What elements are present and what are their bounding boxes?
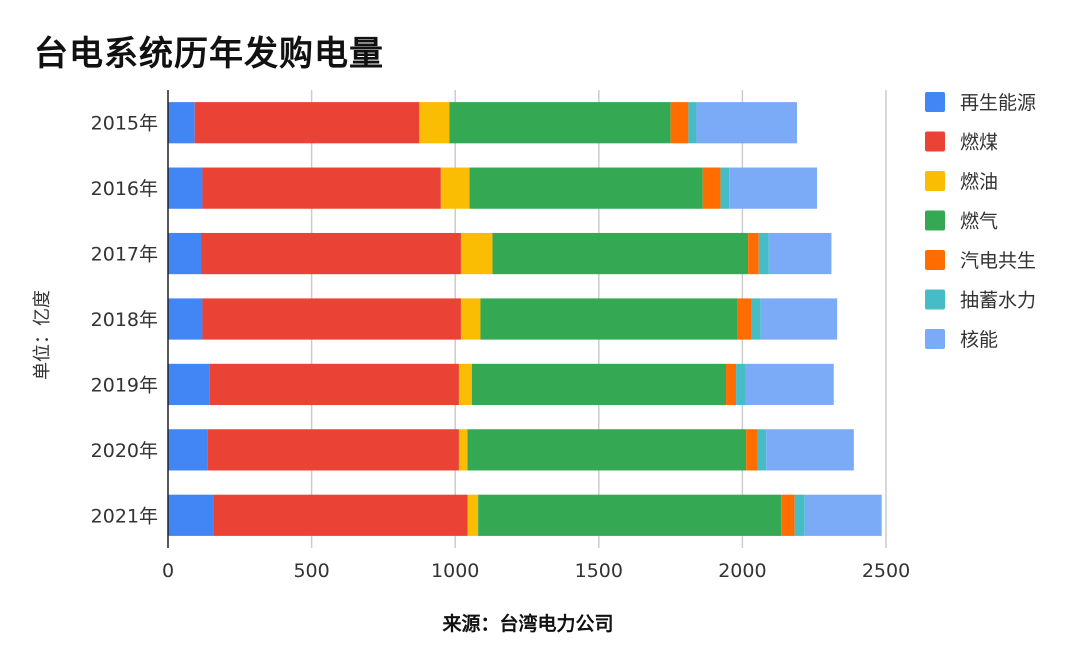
bar-segment bbox=[168, 232, 202, 275]
legend-label: 汽电共生 bbox=[960, 250, 1036, 272]
bar-segment bbox=[757, 429, 767, 471]
bar-segment bbox=[202, 167, 441, 209]
legend-item: 核能 bbox=[925, 329, 998, 351]
bar-segment bbox=[458, 429, 468, 471]
bar-segment bbox=[168, 167, 203, 209]
bar-stacks bbox=[168, 102, 882, 536]
y-tick-label: 2016年 bbox=[91, 178, 158, 200]
bar-segment bbox=[168, 429, 208, 471]
bar-segment bbox=[696, 102, 797, 144]
bar-segment bbox=[467, 494, 479, 536]
legend-item: 燃煤 bbox=[925, 131, 998, 154]
x-tick-labels: 0 500 1000 1500 2000 2500 bbox=[162, 560, 910, 582]
bar-segment bbox=[209, 363, 459, 406]
x-tick-label: 0 bbox=[162, 560, 174, 582]
bar-segment bbox=[758, 232, 769, 275]
bar-segment bbox=[213, 494, 468, 536]
bar-segment bbox=[168, 102, 195, 144]
bar-segment bbox=[207, 429, 459, 471]
bar-segment bbox=[480, 298, 738, 340]
legend-swatch bbox=[925, 210, 945, 231]
legend-item: 燃气 bbox=[925, 210, 998, 233]
bar-segment bbox=[751, 298, 761, 340]
bar-segment bbox=[467, 429, 747, 471]
legend-label: 燃油 bbox=[960, 171, 998, 193]
bar-segment bbox=[168, 298, 203, 340]
x-tick-label: 2000 bbox=[718, 560, 766, 582]
bar-segment bbox=[419, 102, 450, 144]
y-tick-label: 2018年 bbox=[91, 309, 158, 331]
bar-segment bbox=[781, 494, 795, 536]
legend-swatch bbox=[925, 131, 945, 152]
x-tick-label: 1500 bbox=[575, 560, 623, 582]
bar-segment bbox=[726, 363, 737, 406]
x-tick-label: 2500 bbox=[862, 560, 910, 582]
bar-segment bbox=[745, 363, 834, 406]
bar-segment bbox=[201, 232, 461, 275]
bar-segment bbox=[702, 167, 721, 209]
bar-segment bbox=[737, 298, 752, 340]
bar-segment bbox=[168, 494, 214, 536]
bar-segment bbox=[748, 232, 759, 275]
x-tick-label: 500 bbox=[293, 560, 329, 582]
bar-segment bbox=[804, 494, 882, 536]
bar-segment bbox=[458, 363, 472, 406]
bar-segment bbox=[794, 494, 805, 536]
source-label: 来源：台湾电力公司 bbox=[442, 612, 613, 635]
bar-segment bbox=[746, 429, 758, 471]
legend-item: 抽蓄水力 bbox=[925, 289, 1036, 312]
bar-segment bbox=[736, 363, 746, 406]
bar-segment bbox=[729, 167, 818, 209]
bar-segment bbox=[670, 102, 689, 144]
legend-swatch bbox=[925, 171, 945, 191]
y-tick-labels: 2015年 2016年 2017年 2018年 2019年 2020年 2021年 bbox=[91, 113, 158, 528]
y-tick-label: 2015年 bbox=[91, 113, 158, 135]
bar-segment bbox=[768, 232, 832, 275]
legend-swatch bbox=[925, 250, 945, 270]
bar-segment bbox=[478, 494, 782, 536]
bar-segment bbox=[449, 102, 671, 144]
bar-segment bbox=[688, 102, 697, 144]
legend-swatch bbox=[925, 92, 945, 112]
legend-label: 燃气 bbox=[960, 211, 998, 233]
y-tick-label: 2020年 bbox=[91, 440, 158, 462]
y-tick-label: 2017年 bbox=[91, 244, 158, 266]
legend-swatch bbox=[925, 329, 945, 349]
x-tick-label: 1000 bbox=[431, 560, 479, 582]
legend-item: 燃油 bbox=[925, 171, 998, 193]
bar-segment bbox=[168, 363, 210, 406]
bar-segment bbox=[766, 429, 854, 471]
legend-label: 再生能源 bbox=[960, 92, 1036, 114]
bar-segment bbox=[194, 102, 420, 144]
bar-segment bbox=[469, 167, 703, 209]
bar-segment bbox=[492, 232, 749, 275]
bar-segment bbox=[471, 363, 727, 406]
legend-swatch bbox=[925, 289, 945, 310]
legend-label: 抽蓄水力 bbox=[960, 290, 1036, 312]
bar-segment bbox=[720, 167, 730, 209]
bar-segment bbox=[202, 298, 461, 340]
legend-label: 核能 bbox=[960, 329, 998, 351]
y-axis-title: 单位：亿度 bbox=[32, 290, 53, 380]
y-tick-label: 2021年 bbox=[91, 505, 158, 527]
bar-segment bbox=[460, 298, 481, 340]
bar-segment bbox=[460, 232, 493, 275]
legend-item: 再生能源 bbox=[925, 92, 1036, 114]
bar-segment bbox=[760, 298, 838, 340]
chart-title: 台电系统历年发购电量 bbox=[34, 34, 384, 74]
y-tick-label: 2019年 bbox=[91, 374, 158, 396]
bar-segment bbox=[440, 167, 470, 209]
legend-label: 燃煤 bbox=[960, 132, 998, 154]
legend-item: 汽电共生 bbox=[925, 250, 1036, 272]
